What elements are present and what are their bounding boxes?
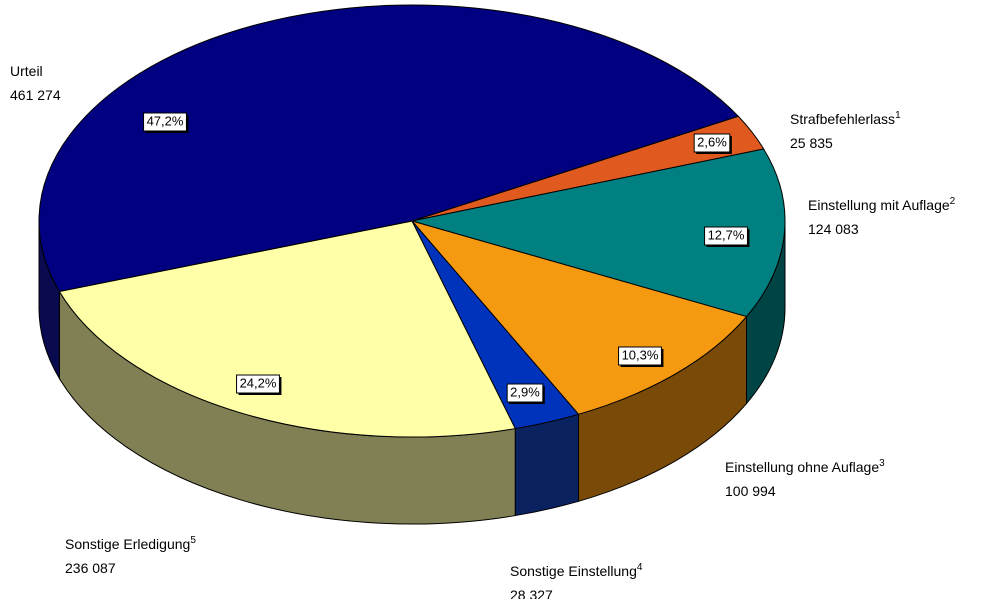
category-name: Einstellung ohne Auflage bbox=[725, 459, 879, 475]
percent-box bbox=[236, 374, 280, 394]
slice bbox=[411, 148, 786, 318]
percent-label: 12,7% bbox=[704, 226, 750, 247]
percent-label: 10,3% bbox=[618, 346, 664, 367]
slice-label: Sonstige Einstellung4 bbox=[510, 562, 643, 579]
slice-label: Strafbefehlerlass1 bbox=[790, 110, 901, 127]
percent-label: 2,6% bbox=[693, 133, 732, 154]
category-name: Sonstige Erledigung bbox=[65, 536, 190, 552]
percent-label: 2,9% bbox=[506, 383, 545, 404]
slice-label: Sonstige Erledigung5 bbox=[65, 535, 196, 552]
value-label: 236 087 bbox=[65, 560, 116, 576]
category-name: Sonstige Einstellung bbox=[510, 563, 637, 579]
percent-label: 47,2% bbox=[143, 112, 189, 133]
footnote-mark: 4 bbox=[637, 562, 643, 573]
footnote-mark: 3 bbox=[879, 458, 885, 469]
category-name: Urteil bbox=[10, 63, 43, 79]
percent-text: 24,2% bbox=[240, 375, 277, 390]
slice-label: Urteil bbox=[10, 63, 43, 79]
percent-text: 2,6% bbox=[697, 134, 727, 149]
percent-box bbox=[618, 346, 662, 366]
slice bbox=[58, 220, 516, 438]
percent-text: 47,2% bbox=[147, 113, 184, 128]
value-label: 28 327 bbox=[510, 587, 553, 599]
category-name: Strafbefehlerlass bbox=[790, 111, 895, 127]
percent-box bbox=[693, 133, 731, 153]
category-name: Einstellung mit Auflage bbox=[808, 197, 950, 213]
footnote-mark: 1 bbox=[895, 110, 901, 121]
value-label: 100 994 bbox=[725, 483, 776, 499]
percent-box bbox=[143, 112, 187, 132]
value-label: 25 835 bbox=[790, 135, 833, 151]
slice-side bbox=[514, 413, 579, 517]
percent-text: 12,7% bbox=[708, 227, 745, 242]
percent-label: 24,2% bbox=[236, 374, 282, 395]
value-label: 124 083 bbox=[808, 221, 859, 237]
percent-box bbox=[704, 226, 748, 246]
slice bbox=[38, 4, 740, 293]
footnote-mark: 2 bbox=[950, 196, 956, 207]
value-label: 461 274 bbox=[10, 87, 61, 103]
percent-box bbox=[506, 383, 544, 403]
footnote-mark: 5 bbox=[190, 535, 196, 546]
slice-label: Einstellung mit Auflage2 bbox=[808, 196, 956, 213]
slice-label: Einstellung ohne Auflage3 bbox=[725, 458, 885, 475]
percent-text: 10,3% bbox=[622, 347, 659, 362]
percent-text: 2,9% bbox=[510, 384, 540, 399]
